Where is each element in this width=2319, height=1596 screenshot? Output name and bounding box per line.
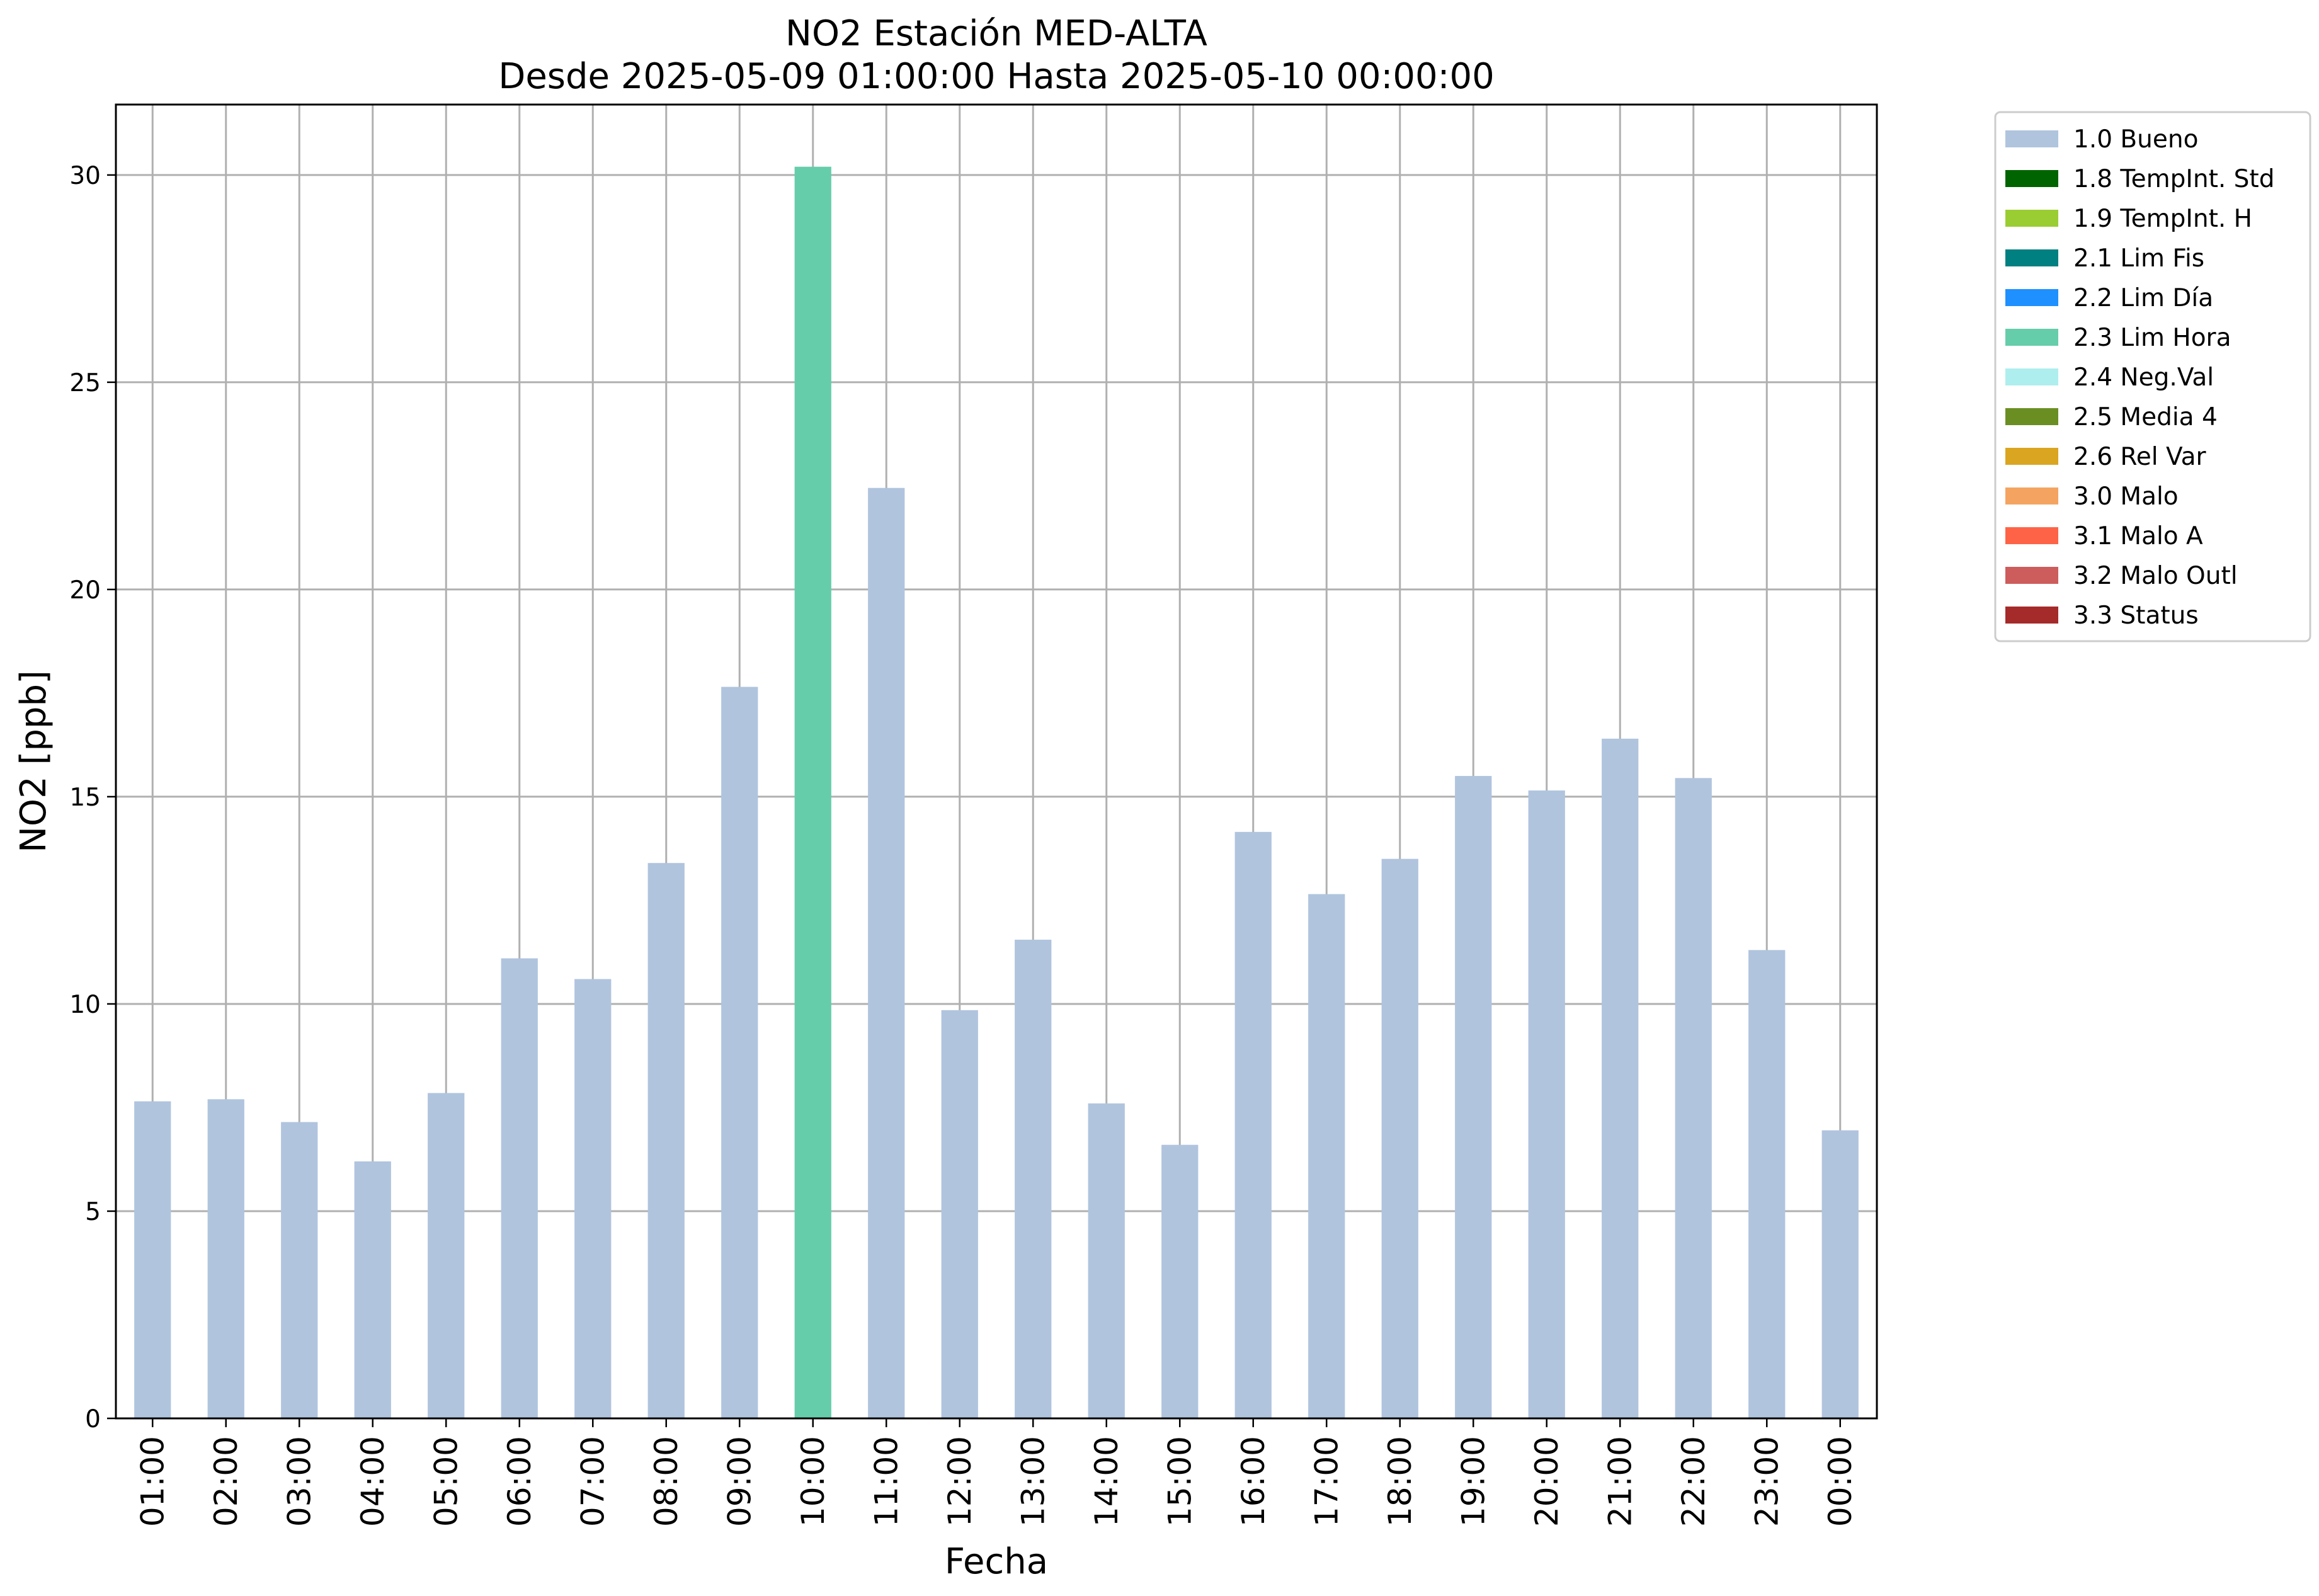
y-axis-label: NO2 [ppb]	[13, 670, 54, 853]
x-tick-label: 19:00	[1455, 1436, 1491, 1527]
y-tick-label: 30	[69, 162, 101, 190]
legend: 1.0 Bueno 1.8 TempInt. Std 1.9 TempInt. H 2…	[1994, 111, 2311, 642]
chart-title: NO2 Estación MED-ALTA	[785, 13, 1207, 54]
legend-label: 2.6 Rel Var	[2073, 443, 2207, 471]
x-axis-label: Fecha	[945, 1541, 1048, 1582]
x-tick-label: 18:00	[1382, 1436, 1418, 1527]
bar-0000	[1821, 1130, 1859, 1418]
x-tick-label: 09:00	[721, 1436, 758, 1527]
x-tick-label: 13:00	[1015, 1436, 1051, 1527]
x-tick-label: 00:00	[1822, 1436, 1859, 1527]
bar-0700	[574, 979, 612, 1418]
legend-label: 3.1 Malo A	[2073, 522, 2203, 550]
legend-items: 1.0 Bueno 1.8 TempInt. Std 1.9 TempInt. H 2…	[2005, 125, 2274, 630]
legend-label: 2.1 Lim Fis	[2073, 244, 2204, 273]
legend-label: 3.0 Malo	[2073, 482, 2179, 511]
legend-swatch	[2005, 448, 2058, 465]
y-tick-label: 10	[69, 991, 101, 1019]
x-tick-label: 12:00	[942, 1436, 978, 1527]
x-tick-label: 06:00	[501, 1436, 538, 1527]
y-tick-label: 15	[69, 784, 101, 812]
x-tick-label: 03:00	[281, 1436, 317, 1527]
y-tick-label: 0	[85, 1405, 101, 1434]
x-tick-label: 08:00	[648, 1436, 685, 1527]
x-tick-label: 01:00	[134, 1436, 171, 1527]
bar-0400	[354, 1161, 391, 1418]
x-tick-label: 02:00	[208, 1436, 244, 1527]
legend-swatch	[2005, 130, 2058, 147]
bar-1200	[941, 1010, 978, 1418]
legend-label: 1.8 TempInt. Std	[2073, 165, 2274, 193]
bar-0600	[501, 958, 538, 1418]
legend-swatch	[2005, 249, 2058, 266]
x-tick-label: 04:00	[355, 1436, 391, 1527]
legend-label: 2.2 Lim Día	[2073, 284, 2213, 312]
x-tick-label: 10:00	[795, 1436, 831, 1527]
legend-label: 2.5 Media 4	[2073, 403, 2218, 431]
x-tick-label: 11:00	[868, 1436, 904, 1527]
bar-1400	[1088, 1103, 1125, 1418]
x-tick-label: 17:00	[1308, 1436, 1345, 1527]
bar-0500	[428, 1093, 465, 1418]
plot-frame	[115, 103, 1878, 1420]
legend-swatch	[2005, 289, 2058, 306]
legend-swatch	[2005, 368, 2058, 385]
legend-box	[1994, 111, 2311, 642]
legend-swatch	[2005, 527, 2058, 544]
bar-2000	[1528, 790, 1565, 1418]
y-tick-label: 25	[69, 369, 101, 397]
bar-1100	[868, 487, 905, 1418]
bar-0100	[134, 1101, 171, 1418]
y-tick-label: 20	[69, 576, 101, 605]
x-tick-label: 15:00	[1161, 1436, 1198, 1527]
legend-label: 2.3 Lim Hora	[2073, 324, 2231, 352]
bar-0300	[281, 1122, 318, 1418]
legend-swatch	[2005, 487, 2058, 504]
bars	[134, 166, 1859, 1418]
y-tick-label: 5	[85, 1198, 101, 1226]
legend-label: 3.3 Status	[2073, 601, 2199, 630]
legend-label: 3.2 Malo Outl	[2073, 562, 2238, 590]
chart-subtitle: Desde 2025-05-09 01:00:00 Hasta 2025-05-…	[498, 56, 1495, 97]
x-tick-label: 23:00	[1748, 1436, 1785, 1527]
x-tick-label: 05:00	[428, 1436, 464, 1527]
bar-2100	[1602, 738, 1639, 1418]
bar-0800	[647, 863, 685, 1418]
bar-1700	[1308, 894, 1345, 1418]
bar-1900	[1455, 776, 1492, 1418]
bar-2200	[1675, 778, 1712, 1418]
bar-1800	[1381, 858, 1418, 1418]
x-tick-label: 20:00	[1529, 1436, 1565, 1527]
legend-swatch	[2005, 210, 2058, 227]
legend-label: 1.9 TempInt. H	[2073, 205, 2252, 233]
legend-swatch	[2005, 170, 2058, 187]
bar-1300	[1015, 939, 1052, 1418]
bar-2300	[1748, 950, 1786, 1418]
legend-swatch	[2005, 329, 2058, 346]
ticks: 0 5 10 15 20 25 30 01:00 02:00 03:00 04:00 05:00 06:…	[69, 162, 1858, 1527]
legend-swatch	[2005, 408, 2058, 425]
legend-swatch	[2005, 607, 2058, 624]
bar-1600	[1234, 831, 1272, 1418]
x-tick-label: 14:00	[1088, 1436, 1125, 1527]
bar-0200	[207, 1099, 244, 1418]
legend-swatch	[2005, 567, 2058, 584]
legend-label: 2.4 Neg.Val	[2073, 363, 2214, 392]
x-tick-label: 16:00	[1235, 1436, 1272, 1527]
bar-1500	[1161, 1144, 1199, 1418]
bar-1000	[794, 166, 831, 1418]
x-tick-label: 22:00	[1675, 1436, 1712, 1527]
x-tick-label: 21:00	[1602, 1436, 1638, 1527]
bar-0900	[721, 687, 758, 1418]
x-tick-label: 07:00	[574, 1436, 611, 1527]
legend-label: 1.0 Bueno	[2073, 125, 2198, 154]
